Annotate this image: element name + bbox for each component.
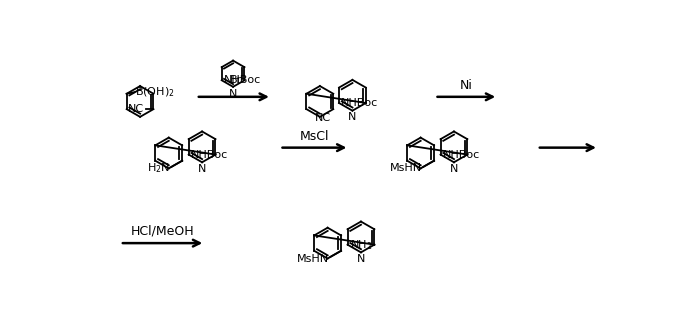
Text: MsHN: MsHN: [296, 254, 329, 264]
Text: NHBoc: NHBoc: [191, 150, 229, 160]
Text: NH$_2$: NH$_2$: [350, 238, 373, 252]
Text: N: N: [356, 254, 365, 264]
Text: NC: NC: [315, 113, 331, 123]
Text: MsCl: MsCl: [300, 130, 329, 143]
Text: H$_2$N: H$_2$N: [147, 162, 170, 175]
Text: NC: NC: [128, 104, 144, 114]
Text: NHBoc: NHBoc: [341, 98, 379, 108]
Text: N: N: [449, 164, 458, 174]
Text: Br: Br: [230, 75, 242, 85]
Text: NHBoc: NHBoc: [443, 150, 480, 160]
Text: HCl/MeOH: HCl/MeOH: [131, 225, 194, 238]
Text: N: N: [348, 112, 356, 122]
Text: NHBoc: NHBoc: [224, 75, 261, 85]
Text: B(OH)$_2$: B(OH)$_2$: [135, 85, 175, 99]
Text: N: N: [229, 89, 237, 99]
Text: Ni: Ni: [460, 79, 473, 92]
Text: N: N: [198, 164, 206, 174]
Text: MsHN: MsHN: [389, 163, 421, 173]
